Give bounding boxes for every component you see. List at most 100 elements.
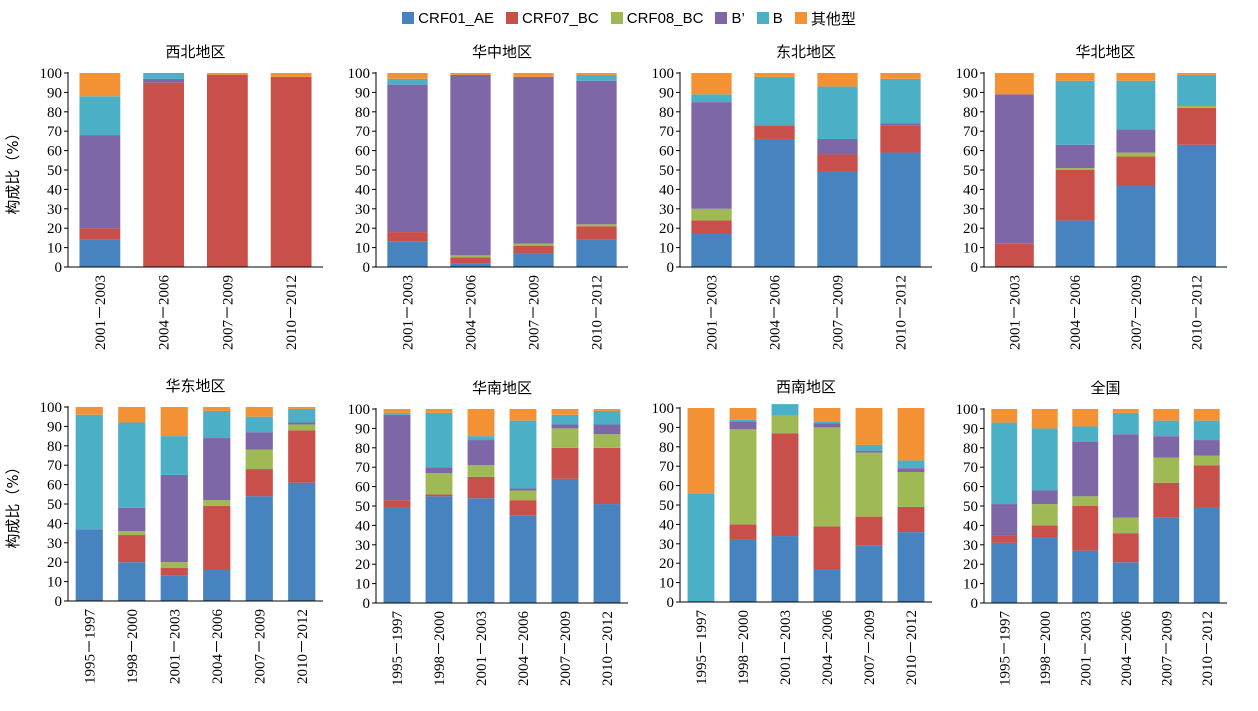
bar-segment: [509, 409, 537, 421]
bar-segment: [1112, 434, 1139, 518]
y-tick-label: 0: [667, 260, 675, 276]
legend-item: CRF07_BC: [506, 10, 599, 27]
bar-segment: [118, 507, 146, 532]
y-tick-label: 30: [355, 202, 370, 218]
legend-item: B: [756, 10, 783, 27]
y-tick-label: 10: [47, 241, 62, 257]
legend-swatch: [610, 12, 623, 24]
y-tick-label: 30: [659, 537, 674, 553]
bar-segment: [509, 420, 537, 489]
bar-segment: [288, 408, 316, 423]
bar-segment: [880, 125, 921, 153]
bar-segment: [509, 500, 537, 516]
bar-segment: [160, 575, 188, 601]
bar-segment: [79, 135, 121, 229]
bar-segment: [1031, 428, 1058, 491]
bar-segment: [425, 473, 453, 495]
chart-panel: 华南地区 1995－1997 1998－2000 2001－2003 2004－2006…: [348, 379, 628, 686]
bar-segment: [691, 208, 732, 221]
bar-segment: [1112, 517, 1139, 534]
x-tick-label: 1995－1997: [82, 609, 98, 685]
chart-title: 华南地区: [472, 379, 532, 397]
legend: CRF01_AE CRF07_BC CRF08_BC B’ B 其他型: [0, 6, 1258, 30]
bar-segment: [513, 76, 554, 244]
bar-segment: [691, 102, 732, 209]
bar-segment: [245, 449, 273, 470]
y-tick-label: 70: [963, 124, 978, 140]
bar-segment: [288, 430, 316, 483]
bar-segment: [813, 408, 841, 422]
bar-segment: [118, 562, 146, 601]
x-tick-label: 2001－2003: [167, 609, 183, 684]
bar-segment: [288, 422, 316, 425]
bar-segment: [817, 154, 858, 172]
bar-segment: [817, 73, 858, 87]
bar-segment: [288, 424, 316, 431]
bar-segment: [1031, 490, 1058, 505]
y-tick-label: 80: [355, 105, 370, 121]
bar-segment: [687, 493, 715, 602]
bar-segment: [691, 234, 732, 267]
bar-segment: [1153, 517, 1180, 603]
bar-segment: [593, 409, 621, 411]
bar-segment: [79, 228, 121, 240]
x-tick-label: 2010－2012: [904, 610, 920, 685]
bar-segment: [991, 535, 1018, 543]
y-tick-label: 60: [963, 480, 978, 496]
x-tick-label: 2010－2012: [1200, 611, 1216, 686]
bar-segment: [813, 421, 841, 424]
bar-segment: [467, 409, 495, 437]
bar-segment: [1055, 168, 1095, 170]
y-tick-label: 20: [659, 221, 674, 237]
y-tick-label: 30: [963, 538, 978, 554]
bar-segment: [383, 409, 411, 413]
y-tick-label: 10: [963, 577, 978, 593]
chart-title: 全国: [1090, 379, 1120, 397]
x-tick-label: 2001－2003: [1007, 275, 1023, 350]
x-tick-label: 2004－2006: [1119, 611, 1135, 687]
x-tick-label: 2004－2006: [464, 275, 480, 351]
bar-segment: [79, 239, 121, 267]
y-tick-label: 10: [355, 577, 370, 593]
y-tick-label: 100: [348, 402, 371, 418]
bar-segment: [1177, 144, 1217, 267]
bar-segment: [288, 482, 316, 601]
x-tick-label: 1998－2000: [125, 609, 141, 684]
legend-item: B’: [715, 10, 745, 27]
bar-segment: [754, 125, 795, 139]
bar-segment: [813, 569, 841, 602]
bar-segment: [467, 436, 495, 441]
y-tick-label: 90: [659, 85, 674, 101]
y-tick-label: 100: [652, 66, 675, 82]
bar-segment: [551, 478, 579, 603]
y-tick-label: 70: [659, 124, 674, 140]
bar-segment: [729, 421, 757, 430]
bar-segment: [576, 74, 617, 81]
y-tick-label: 90: [963, 85, 978, 101]
legend-swatch: [506, 12, 519, 24]
bar-segment: [79, 96, 121, 136]
bar-segment: [855, 444, 883, 451]
bar-segment: [270, 76, 312, 267]
bar-segment: [991, 542, 1018, 603]
bar-segment: [450, 257, 491, 264]
chart-panel: 华中地区 2001－2003 2004－2006 2007－2009 2010－2012…: [348, 43, 628, 351]
bar-segment: [576, 226, 617, 240]
x-tick-label: 2010－2012: [590, 275, 606, 350]
bar-segment: [1153, 482, 1180, 518]
y-tick-label: 70: [659, 459, 674, 475]
y-tick-label: 20: [659, 556, 674, 572]
bar-segment: [383, 507, 411, 603]
x-tick-label: 2001－2003: [474, 611, 490, 686]
bar-segment: [203, 438, 231, 501]
bar-segment: [425, 412, 453, 468]
bar-segment: [729, 408, 757, 420]
chart-title: 西北地区: [165, 43, 225, 61]
bar-segment: [288, 407, 316, 409]
bar-segment: [754, 73, 795, 77]
bar-segment: [118, 407, 146, 423]
y-tick-label: 30: [47, 202, 62, 218]
bar-segment: [1031, 537, 1058, 603]
